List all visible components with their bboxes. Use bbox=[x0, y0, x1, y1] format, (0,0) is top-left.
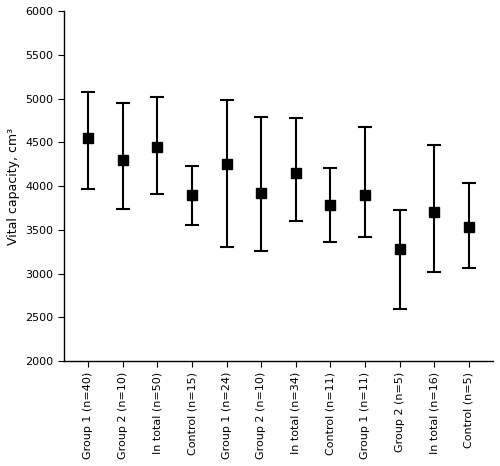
Y-axis label: Vital capacity, cm³: Vital capacity, cm³ bbox=[7, 128, 20, 245]
